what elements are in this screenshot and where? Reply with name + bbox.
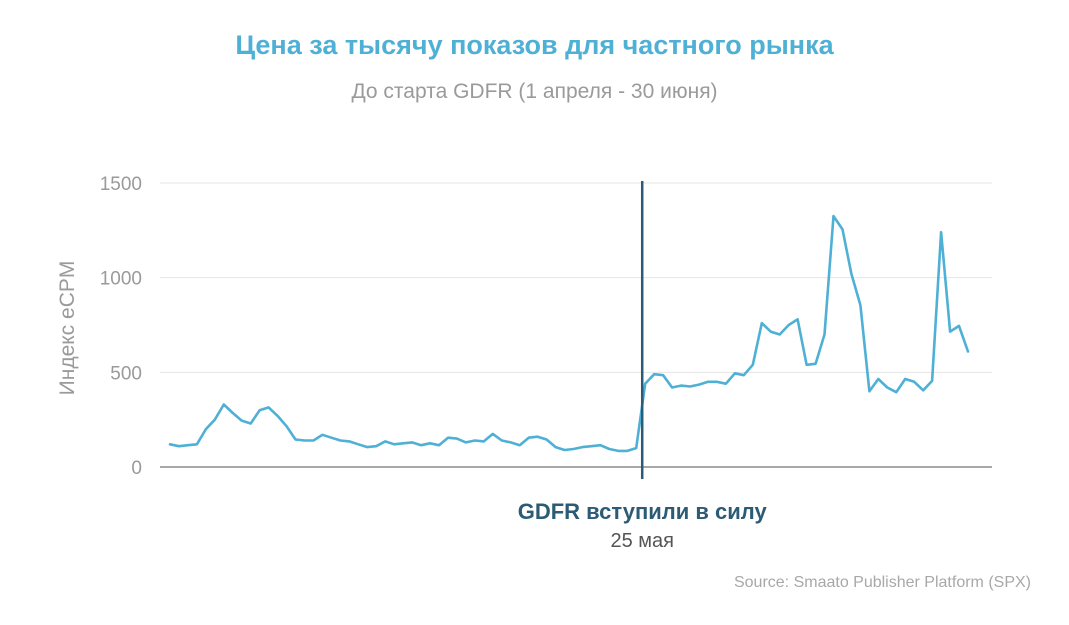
- y-tick-labels: 0 500 1000 1500: [100, 174, 142, 479]
- chart-title: Цена за тысячу показов для частного рынк…: [235, 30, 834, 60]
- event-label: GDFR вступили в силу: [518, 499, 768, 524]
- chart-subtitle: До старта GDFR (1 апреля - 30 июня): [351, 80, 718, 103]
- source-note: Source: Smaato Publisher Platform (SPX): [733, 574, 1031, 591]
- gridlines: [160, 182, 992, 373]
- series-group: [168, 214, 970, 453]
- event-date: 25 мая: [610, 530, 674, 552]
- y-tick-label: 1500: [100, 174, 142, 195]
- y-tick-label: 500: [110, 363, 142, 384]
- series-line: [168, 214, 970, 453]
- event-marker: GDFR вступили в силу 25 мая: [518, 181, 768, 552]
- y-tick-label: 1000: [100, 269, 142, 290]
- y-tick-label: 0: [131, 458, 142, 479]
